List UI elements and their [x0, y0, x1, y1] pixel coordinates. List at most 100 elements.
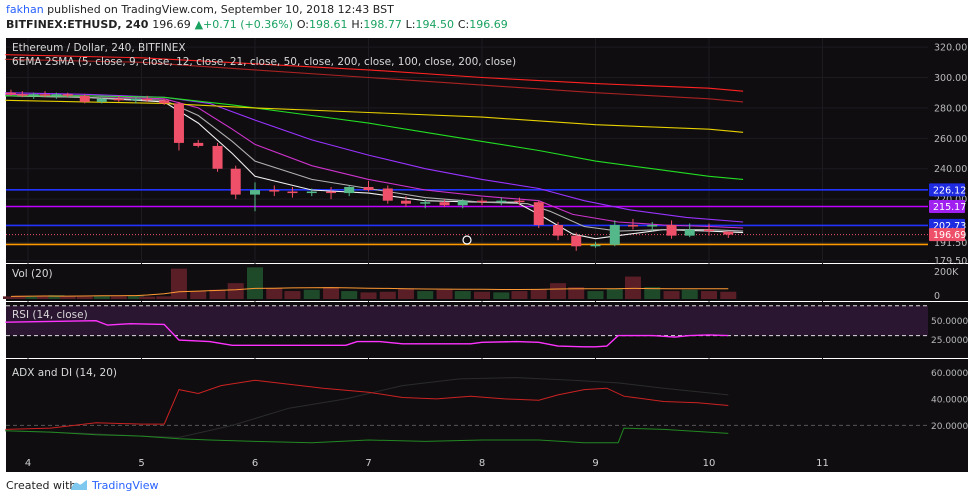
di-minus-line — [5, 379, 729, 430]
volume-bar — [284, 291, 301, 299]
volume-bar — [436, 289, 453, 299]
ma-line — [5, 95, 744, 180]
drawing-point-handle[interactable] — [462, 235, 472, 245]
price-tag — [929, 199, 965, 213]
time-tick-label: 10 — [703, 458, 716, 469]
candlesticks — [5, 89, 734, 251]
candle-body — [212, 145, 223, 169]
volume-bar — [14, 295, 31, 299]
trading-chart[interactable]: 320.00300.00280.00260.00240.00220.00191.… — [0, 34, 974, 474]
volume-bar — [341, 291, 358, 299]
volume-bar — [606, 288, 623, 299]
moving-averages — [5, 54, 744, 240]
price-tag-label: 196.69 — [933, 230, 966, 241]
candle-body — [420, 202, 431, 204]
candle-body — [363, 186, 374, 191]
candle-body — [439, 202, 450, 206]
volume-bar — [139, 296, 156, 299]
candle-body — [553, 224, 564, 236]
price-tick-label: 260.00 — [934, 134, 967, 145]
time-axis-ticks: 4 5 6 7 8 9 10 11 — [25, 458, 829, 469]
price-tick-label: 280.00 — [934, 103, 967, 114]
adx-axis — [928, 359, 968, 452]
price-pane[interactable] — [6, 38, 928, 263]
candle-body — [250, 190, 260, 195]
volume-bar — [681, 289, 698, 299]
volume-bar — [397, 288, 414, 299]
volume-bar — [454, 291, 471, 299]
ma-line — [5, 93, 744, 229]
volume-bar — [474, 291, 490, 299]
candle-body — [590, 244, 601, 247]
volume-bar — [550, 283, 567, 299]
price-tick-label: 191.50 — [934, 238, 967, 249]
candle-body — [28, 94, 39, 96]
time-axis[interactable] — [6, 452, 968, 472]
candle-body — [400, 200, 411, 204]
price-tag — [929, 183, 965, 197]
publish-header: fakhan published on TradingView.com, Sep… — [0, 0, 974, 34]
volume-bar — [93, 296, 110, 299]
volume-bar — [720, 291, 737, 299]
volume-bar — [323, 287, 340, 299]
volume-bar — [511, 291, 528, 299]
candle-body — [533, 202, 544, 225]
price-tag-label: 226.12 — [933, 185, 966, 196]
chart-title: Ethereum / Dollar, 240, BITFINEX — [12, 42, 186, 54]
candle-body — [40, 94, 51, 96]
volume-bar — [587, 291, 604, 299]
indicator-legend[interactable]: 6EMA 2SMA (5, close, 9, close, 12, close… — [12, 56, 516, 68]
adx-label[interactable]: ADX and DI (14, 20) — [12, 367, 117, 379]
price-tag-label: 202.73 — [933, 221, 966, 232]
candle-body — [382, 188, 393, 201]
volume-bar — [170, 268, 187, 299]
adx-pane[interactable] — [6, 359, 928, 452]
volume-bar — [493, 292, 510, 299]
candle-body — [96, 98, 107, 102]
candle-body — [477, 200, 487, 203]
di-plus-line — [5, 427, 729, 444]
volume-bar — [663, 291, 680, 299]
volume-bar — [227, 283, 244, 299]
volume-bar — [379, 291, 396, 299]
time-tick-label: 4 — [25, 458, 31, 469]
volume-tick-label: 200K — [934, 267, 959, 278]
volume-bars — [2, 267, 737, 299]
price-tick-label: 240.00 — [934, 164, 967, 175]
rsi-tick-label: 50.0000 — [931, 317, 968, 327]
ma-line — [5, 95, 744, 240]
time-tick-label: 7 — [365, 458, 371, 469]
author-link[interactable]: fakhan — [6, 3, 44, 16]
footer: Created with TradingView — [0, 474, 974, 497]
volume-label[interactable]: Vol (20) — [12, 268, 53, 280]
last-price: 196.69 — [152, 18, 191, 31]
volume-bar — [644, 287, 661, 299]
volume-bar — [156, 296, 173, 299]
time-tick-label: 11 — [816, 458, 829, 469]
ma-line — [5, 54, 744, 92]
candle-body — [571, 235, 582, 247]
volume-bar — [247, 267, 263, 299]
ma-line — [5, 95, 744, 232]
candle-body — [51, 94, 62, 96]
candle-body — [159, 100, 170, 104]
tradingview-link[interactable]: TradingView — [92, 479, 159, 492]
price-tick-label: 300.00 — [934, 73, 967, 84]
candle-body — [230, 168, 241, 195]
candle-body — [457, 200, 468, 206]
ma-line — [5, 99, 744, 133]
rsi-axis — [928, 302, 968, 358]
volume-bar — [417, 291, 434, 299]
symbol-label[interactable]: BITFINEX:ETHUSD, 240 — [6, 18, 149, 31]
open-value: 198.61 — [309, 18, 348, 31]
volume-bar — [303, 289, 320, 299]
volume-bar — [209, 289, 226, 299]
candle-body — [684, 229, 695, 236]
candle-body — [496, 200, 507, 203]
ohlc-line: BITFINEX:ETHUSD, 240 196.69 ▲+0.71 (+0.3… — [6, 18, 508, 31]
low-value: 194.50 — [415, 18, 455, 31]
time-tick-label: 5 — [138, 458, 144, 469]
tradingview-logo-icon[interactable] — [70, 478, 88, 492]
rsi-label[interactable]: RSI (14, close) — [12, 309, 88, 321]
adx-tick-label: 20.0000 — [931, 422, 968, 432]
